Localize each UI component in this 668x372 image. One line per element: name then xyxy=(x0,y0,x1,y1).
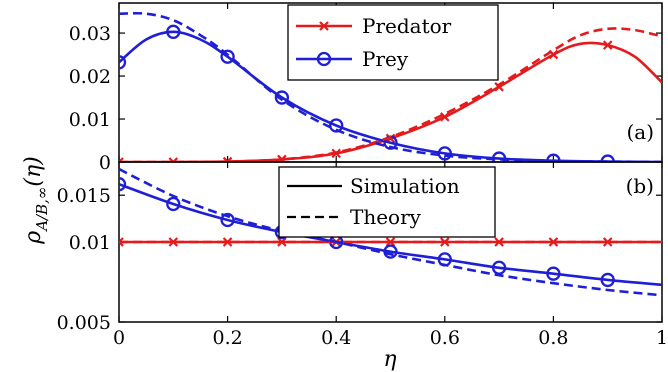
prey-solid-line xyxy=(119,30,662,162)
legend-label-theory: Theory xyxy=(350,205,422,229)
predator-marker xyxy=(168,157,179,162)
prey-marker xyxy=(119,55,127,70)
predator-marker xyxy=(168,237,179,247)
y-axis-label-main: ρ xyxy=(21,231,46,245)
prey-marker xyxy=(119,177,127,192)
prey-marker xyxy=(546,266,561,281)
panel-label: (b) xyxy=(626,174,654,198)
legend-box xyxy=(278,166,496,238)
x-tick-label: 1 xyxy=(656,327,668,349)
x-tick-label: 0.8 xyxy=(538,327,568,349)
y-tick-label: 0.01 xyxy=(69,232,111,254)
legend-marker xyxy=(319,21,329,31)
prey-marker xyxy=(274,90,290,105)
legend-curves: Simulation Theory xyxy=(278,166,496,238)
legend-label-simulation: Simulation xyxy=(350,174,460,198)
predator-marker xyxy=(602,237,613,247)
legend-label-predator: Predator xyxy=(362,14,452,38)
predator-dashed-line xyxy=(119,27,662,162)
prey-marker xyxy=(437,146,452,161)
y-tick-label: 0.005 xyxy=(57,312,111,334)
y-tick-label: 0.03 xyxy=(69,23,111,45)
legend-species: Predator Prey xyxy=(287,4,499,81)
y-tick-label: 0.02 xyxy=(69,66,111,88)
legend-box xyxy=(287,4,499,81)
prey-marker xyxy=(600,272,615,288)
prey-marker xyxy=(491,260,507,275)
x-tick-label: 0.2 xyxy=(212,327,242,349)
prey-marker xyxy=(383,244,398,259)
series-group xyxy=(119,167,662,297)
y-tick-label: 0.01 xyxy=(69,109,111,131)
predator-marker xyxy=(119,157,124,162)
prey-dashed-line xyxy=(119,167,662,297)
svg-text:ρA/B,∞(η): ρA/B,∞(η) xyxy=(21,156,51,244)
predator-marker xyxy=(119,237,124,247)
prey-solid-line xyxy=(119,182,662,287)
panel-label: (a) xyxy=(626,120,654,144)
x-tick-label: 0.6 xyxy=(430,327,460,349)
predator-marker xyxy=(602,40,613,50)
y-axis-label: ρA/B,∞(η) xyxy=(21,156,51,244)
legend-marker xyxy=(316,51,332,67)
panel-a: 0 0.01 0.02 0.03 (a) Predator Prey xyxy=(69,2,663,174)
prey-marker xyxy=(329,118,344,133)
x-tick-label: 0 xyxy=(113,327,125,349)
panel-b: 0 0.2 0.4 0.6 0.8 1 0.005 0.01 0.015 (b) Simulatio… xyxy=(57,161,668,349)
y-axis-label-sub: A/B,∞ xyxy=(33,187,51,233)
prey-marker xyxy=(220,49,235,64)
prey-dashed-line xyxy=(119,11,662,162)
legend-label-prey: Prey xyxy=(362,47,409,71)
y-tick-label: 0 xyxy=(99,152,111,174)
prey-marker xyxy=(220,212,235,228)
predator-marker xyxy=(222,237,233,247)
x-axis-label: η xyxy=(383,347,396,372)
prey-marker xyxy=(166,196,181,212)
y-tick-label: 0.015 xyxy=(57,185,111,207)
x-tick-label: 0.4 xyxy=(321,327,351,349)
prey-marker xyxy=(166,24,181,39)
y-axis-label-arg: (η) xyxy=(21,156,46,186)
